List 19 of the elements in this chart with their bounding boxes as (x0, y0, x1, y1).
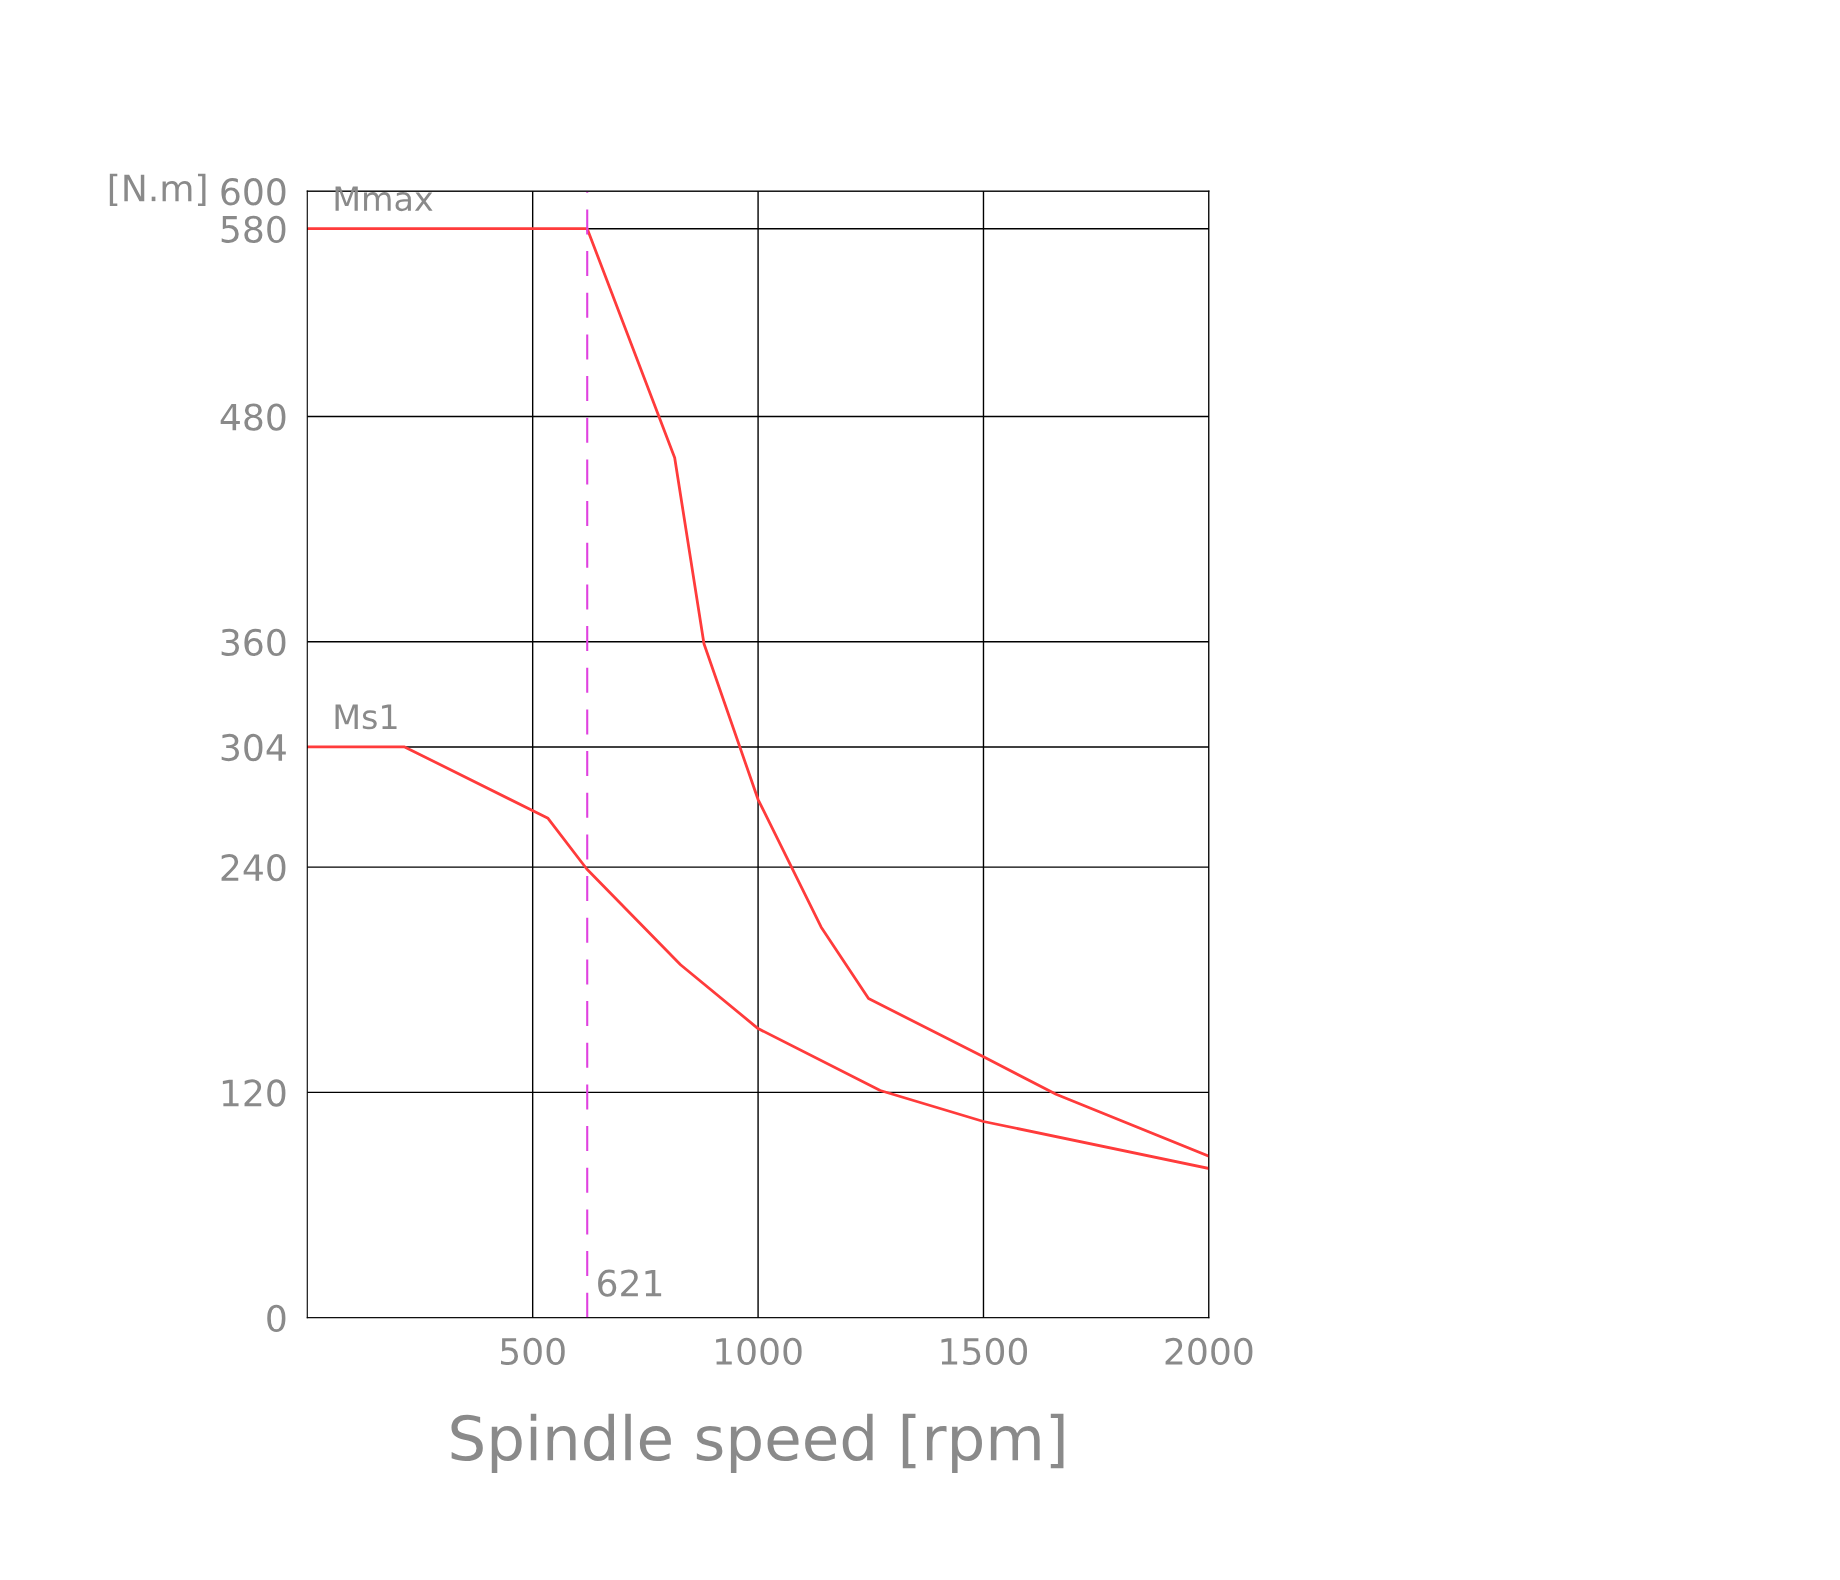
x-tick-label: 1500 (941, 1337, 1028, 1366)
x-tick-label: 2000 (1165, 1337, 1253, 1366)
y-axis-title: [N.m] (109, 173, 206, 206)
x-axis-title: Spindle speed [rpm] (451, 1413, 1064, 1473)
y-tick-label: 480 (220, 403, 286, 431)
ref-line-label: 621 (598, 1269, 662, 1297)
line-series (307, 745, 1209, 1170)
y-tick-label: 600 (221, 178, 286, 206)
series-label: Ms1 (335, 704, 397, 730)
line-series (307, 227, 1209, 1158)
x-tick-label: 1000 (716, 1337, 802, 1366)
y-tick-label: 360 (221, 628, 286, 657)
y-tick-label: 304 (221, 733, 286, 762)
y-tick-label: 120 (222, 1079, 286, 1107)
series-label: Mmax (335, 186, 433, 212)
y-tick-label: 580 (221, 215, 286, 243)
y-tick-label: 0 (267, 1304, 286, 1332)
x-tick-label: 500 (501, 1337, 565, 1366)
y-tick-label: 240 (221, 854, 286, 882)
